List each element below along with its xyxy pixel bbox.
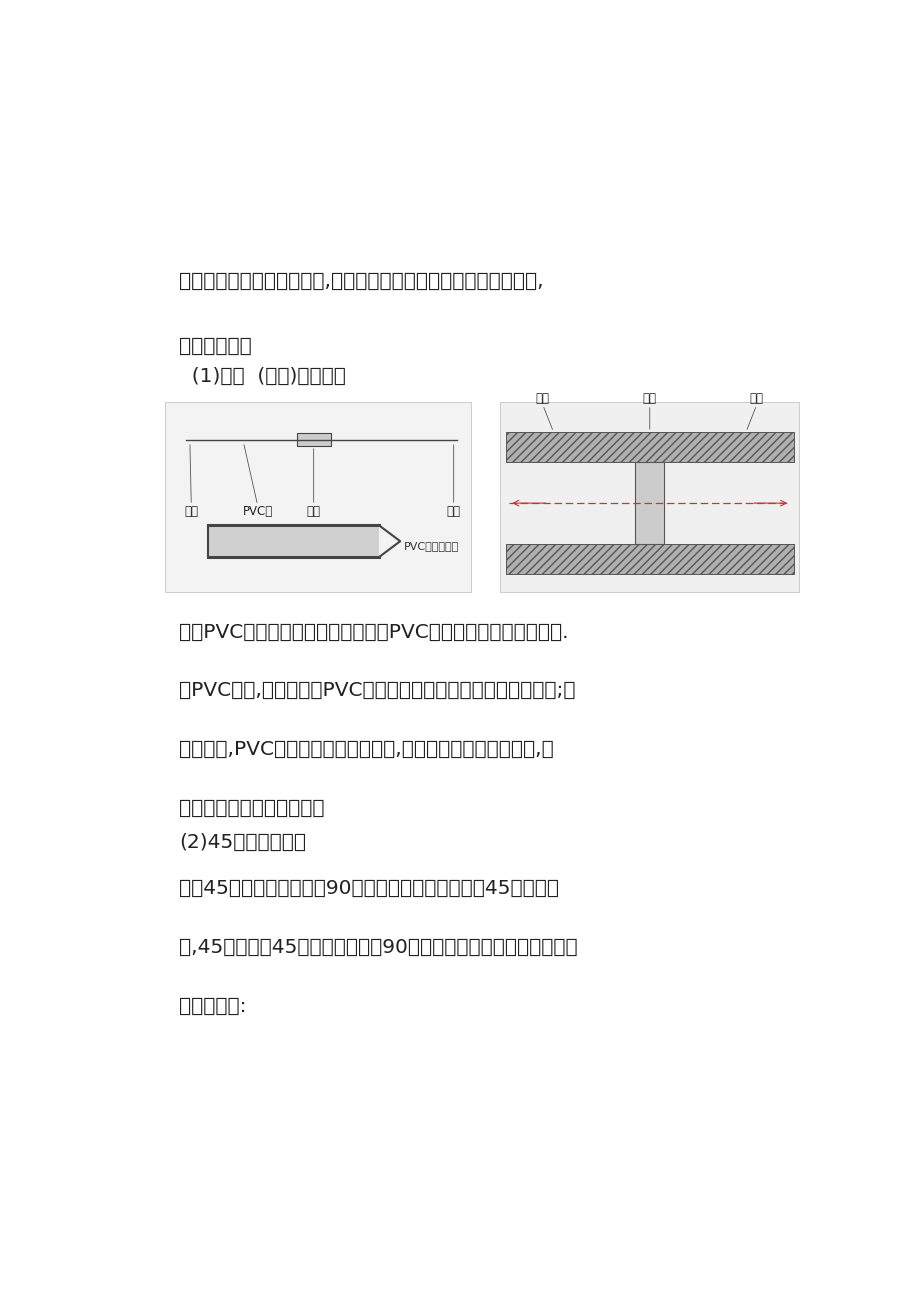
Text: 垫字: 垫字	[535, 392, 550, 405]
Bar	[296, 434, 331, 447]
Text: 直接: 直接	[306, 505, 321, 518]
Text: 垫字: 垫字	[749, 392, 763, 405]
Text: 装,45度三通和45度弯头共同组成90度三通，直接件（管箍）的连接: 装,45度三通和45度弯头共同组成90度三通，直接件（管箍）的连接	[179, 939, 577, 957]
Bar	[505, 544, 793, 574]
Text: 垫块: 垫块	[184, 505, 199, 518]
Text: 刷PVC胶前,直节里面、PVC管插头外面的杂物及灰尘应清理干净;对: 刷PVC胶前,直节里面、PVC管插头外面的杂物及灰尘应清理干净;对	[179, 681, 575, 700]
Text: 进行预装配。: 进行预装配。	[179, 337, 252, 355]
Bar	[165, 402, 471, 592]
Text: 接完成后,PVC管两端应垫至水平状态,再检查是否在同一直线上,凉: 接完成后,PVC管两端应垫至水平状态,再检查是否在同一直线上,凉	[179, 741, 553, 759]
Text: 管箍: 管箍	[642, 392, 656, 405]
Bar	[505, 432, 793, 462]
Bar	[500, 402, 799, 592]
Text: PVC坡口示意图: PVC坡口示意图	[403, 542, 459, 551]
Text: (2)45度弯头的安装: (2)45度弯头的安装	[179, 833, 306, 852]
Text: 干后备用。其它连接类似。: 干后备用。其它连接类似。	[179, 799, 324, 818]
Text: (1)直接  (管箍)的预装配: (1)直接 (管箍)的预装配	[179, 367, 346, 385]
Text: 安装如下图:: 安装如下图:	[179, 997, 246, 1016]
Text: 垫块: 垫块	[447, 505, 460, 518]
Text: 两个45度弯头与直管组成90度大弯儿，正三通安装，45度三通安: 两个45度弯头与直管组成90度大弯儿，正三通安装，45度三通安	[179, 879, 559, 898]
Bar	[635, 462, 664, 544]
Text: PVC管: PVC管	[243, 505, 272, 518]
Bar	[208, 525, 379, 557]
Text: 所有PVC管道端口须打坡口，从而使PVC管与管件直接、充分接触.: 所有PVC管道端口须打坡口，从而使PVC管与管件直接、充分接触.	[179, 622, 568, 642]
Text: 为减少材料浪费与安装误差,在安装前，据现场测量的精确结构数据,: 为减少材料浪费与安装误差,在安装前，据现场测量的精确结构数据,	[179, 272, 543, 290]
